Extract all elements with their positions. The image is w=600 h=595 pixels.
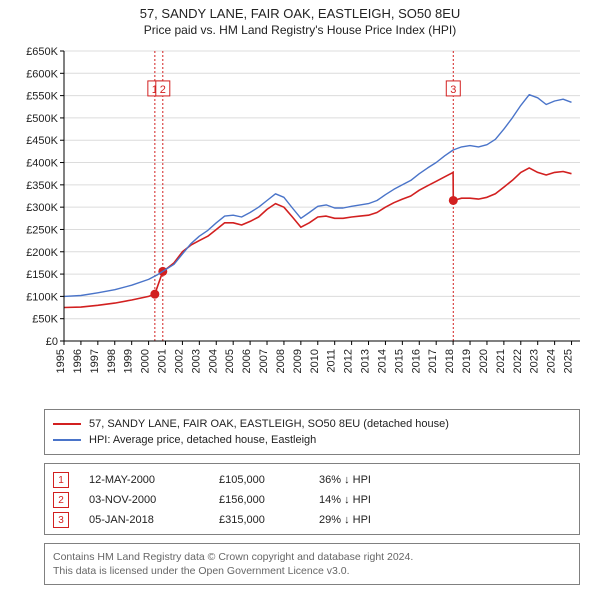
svg-text:1996: 1996 xyxy=(72,349,84,373)
svg-text:2011: 2011 xyxy=(326,349,338,373)
svg-text:2013: 2013 xyxy=(360,349,372,373)
sale-price: £105,000 xyxy=(219,474,299,486)
svg-text:2015: 2015 xyxy=(393,349,405,373)
svg-text:£450K: £450K xyxy=(26,135,58,147)
svg-text:2020: 2020 xyxy=(478,349,490,373)
legend-label: 57, SANDY LANE, FAIR OAK, EASTLEIGH, SO5… xyxy=(89,418,449,430)
svg-text:£400K: £400K xyxy=(26,158,58,170)
svg-text:2010: 2010 xyxy=(309,349,321,373)
svg-text:£550K: £550K xyxy=(26,91,58,103)
sales-box: 1 12-MAY-2000 £105,000 36% ↓ HPI 2 03-NOV-200… xyxy=(44,463,580,535)
svg-text:1995: 1995 xyxy=(55,349,67,373)
legend-box: 57, SANDY LANE, FAIR OAK, EASTLEIGH, SO5… xyxy=(44,409,580,455)
attribution-line: This data is licensed under the Open Gov… xyxy=(53,564,571,578)
sale-row: 2 03-NOV-2000 £156,000 14% ↓ HPI xyxy=(53,490,571,510)
legend-label: HPI: Average price, detached house, East… xyxy=(89,434,316,446)
svg-text:2: 2 xyxy=(160,84,166,96)
sale-pct: 36% ↓ HPI xyxy=(319,474,419,486)
sale-row: 3 05-JAN-2018 £315,000 29% ↓ HPI xyxy=(53,510,571,530)
svg-text:2016: 2016 xyxy=(410,349,422,373)
svg-text:2025: 2025 xyxy=(563,349,575,373)
svg-text:2019: 2019 xyxy=(461,349,473,373)
sale-row: 1 12-MAY-2000 £105,000 36% ↓ HPI xyxy=(53,470,571,490)
svg-text:£500K: £500K xyxy=(26,113,58,125)
sale-date: 05-JAN-2018 xyxy=(89,514,199,526)
svg-text:2021: 2021 xyxy=(495,349,507,373)
svg-text:£350K: £350K xyxy=(26,180,58,192)
svg-text:2007: 2007 xyxy=(258,349,270,373)
svg-text:2009: 2009 xyxy=(292,349,304,373)
sale-number-box: 2 xyxy=(53,492,69,508)
svg-text:£650K: £650K xyxy=(26,46,58,58)
svg-text:2008: 2008 xyxy=(275,349,287,373)
chart-svg: £0 £50K £100K £150K £200K £250K £300K £350K £400… xyxy=(10,41,590,401)
svg-text:£600K: £600K xyxy=(26,68,58,80)
svg-text:1997: 1997 xyxy=(89,349,101,373)
legend-item: 57, SANDY LANE, FAIR OAK, EASTLEIGH, SO5… xyxy=(53,416,571,432)
svg-text:1999: 1999 xyxy=(123,349,135,373)
svg-text:£100K: £100K xyxy=(26,291,58,303)
sale-pct: 14% ↓ HPI xyxy=(319,494,419,506)
svg-text:2005: 2005 xyxy=(224,349,236,373)
chart-title: 57, SANDY LANE, FAIR OAK, EASTLEIGH, SO5… xyxy=(0,6,600,21)
svg-text:2006: 2006 xyxy=(241,349,253,373)
svg-text:£150K: £150K xyxy=(26,269,58,281)
legend-swatch xyxy=(53,439,81,441)
svg-text:2014: 2014 xyxy=(376,349,388,373)
svg-text:1998: 1998 xyxy=(106,349,118,373)
svg-text:2004: 2004 xyxy=(207,349,219,373)
svg-text:£200K: £200K xyxy=(26,247,58,259)
svg-text:2018: 2018 xyxy=(444,349,456,373)
legend-item: HPI: Average price, detached house, East… xyxy=(53,432,571,448)
sale-date: 12-MAY-2000 xyxy=(89,474,199,486)
svg-text:2001: 2001 xyxy=(157,349,169,373)
svg-text:£250K: £250K xyxy=(26,224,58,236)
svg-text:2000: 2000 xyxy=(140,349,152,373)
svg-text:2023: 2023 xyxy=(529,349,541,373)
svg-text:2024: 2024 xyxy=(546,349,558,373)
chart-subtitle: Price paid vs. HM Land Registry's House … xyxy=(0,23,600,37)
svg-text:2003: 2003 xyxy=(190,349,202,373)
sale-number-box: 3 xyxy=(53,512,69,528)
svg-text:2002: 2002 xyxy=(173,349,185,373)
attribution-line: Contains HM Land Registry data © Crown c… xyxy=(53,550,571,564)
svg-text:2017: 2017 xyxy=(427,349,439,373)
attribution-box: Contains HM Land Registry data © Crown c… xyxy=(44,543,580,585)
sale-number-box: 1 xyxy=(53,472,69,488)
chart-plot: £0 £50K £100K £150K £200K £250K £300K £350K £400… xyxy=(10,41,590,401)
svg-text:2022: 2022 xyxy=(512,349,524,373)
svg-text:£300K: £300K xyxy=(26,202,58,214)
sale-price: £315,000 xyxy=(219,514,299,526)
svg-text:3: 3 xyxy=(450,84,456,96)
svg-text:£50K: £50K xyxy=(32,314,58,326)
svg-text:£0: £0 xyxy=(46,336,58,348)
chart-container: { "title": "57, SANDY LANE, FAIR OAK, EA… xyxy=(0,6,600,585)
sale-price: £156,000 xyxy=(219,494,299,506)
svg-text:2012: 2012 xyxy=(343,349,355,373)
legend-swatch xyxy=(53,423,81,425)
sale-pct: 29% ↓ HPI xyxy=(319,514,419,526)
sale-date: 03-NOV-2000 xyxy=(89,494,199,506)
